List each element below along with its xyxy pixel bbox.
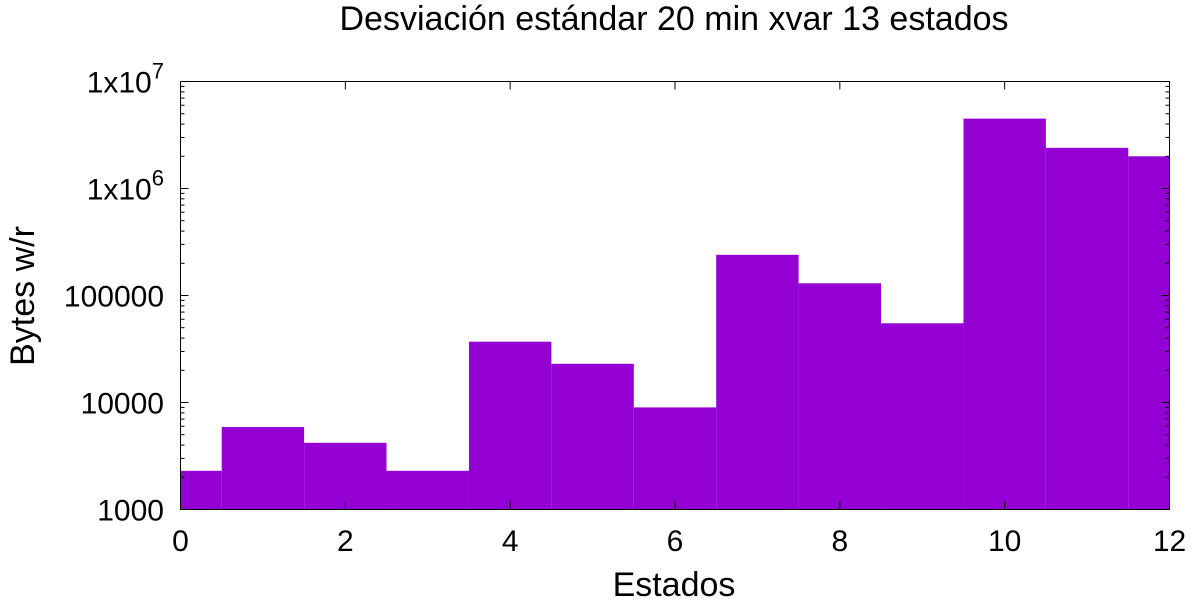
bar-2 bbox=[304, 442, 387, 510]
bar-9 bbox=[881, 323, 964, 510]
y-tick-label: 1x107 bbox=[87, 59, 164, 100]
x-tick-label: 0 bbox=[172, 525, 189, 558]
x-tick-label: 12 bbox=[1153, 525, 1186, 558]
bar-3 bbox=[386, 470, 469, 510]
chart-title: Desviación estándar 20 min xvar 13 estad… bbox=[339, 0, 1008, 38]
bar-6 bbox=[633, 407, 717, 510]
bar-5 bbox=[551, 363, 634, 510]
y-tick-label: 100000 bbox=[64, 281, 164, 314]
y-axis-label: Bytes w/r bbox=[4, 226, 42, 366]
y-tick-label: 1000 bbox=[97, 495, 164, 528]
bar-1 bbox=[221, 427, 305, 510]
x-tick-label: 10 bbox=[988, 525, 1021, 558]
bar-8 bbox=[798, 283, 882, 510]
bar-11 bbox=[1045, 147, 1129, 510]
bar-4 bbox=[468, 341, 552, 510]
x-tick-label: 4 bbox=[502, 525, 519, 558]
bars bbox=[180, 118, 1170, 510]
bar-7 bbox=[716, 254, 799, 510]
bar-10 bbox=[963, 118, 1046, 510]
x-tick-label: 8 bbox=[831, 525, 848, 558]
y-tick-label: 10000 bbox=[81, 388, 164, 421]
x-tick-label: 2 bbox=[337, 525, 354, 558]
y-tick-label: 1x106 bbox=[87, 166, 164, 207]
x-tick-label: 6 bbox=[667, 525, 684, 558]
bar-12 bbox=[1128, 156, 1170, 510]
x-axis-label: Estados bbox=[613, 566, 736, 600]
bar-0 bbox=[180, 470, 222, 510]
plot-frame bbox=[180, 81, 1170, 510]
